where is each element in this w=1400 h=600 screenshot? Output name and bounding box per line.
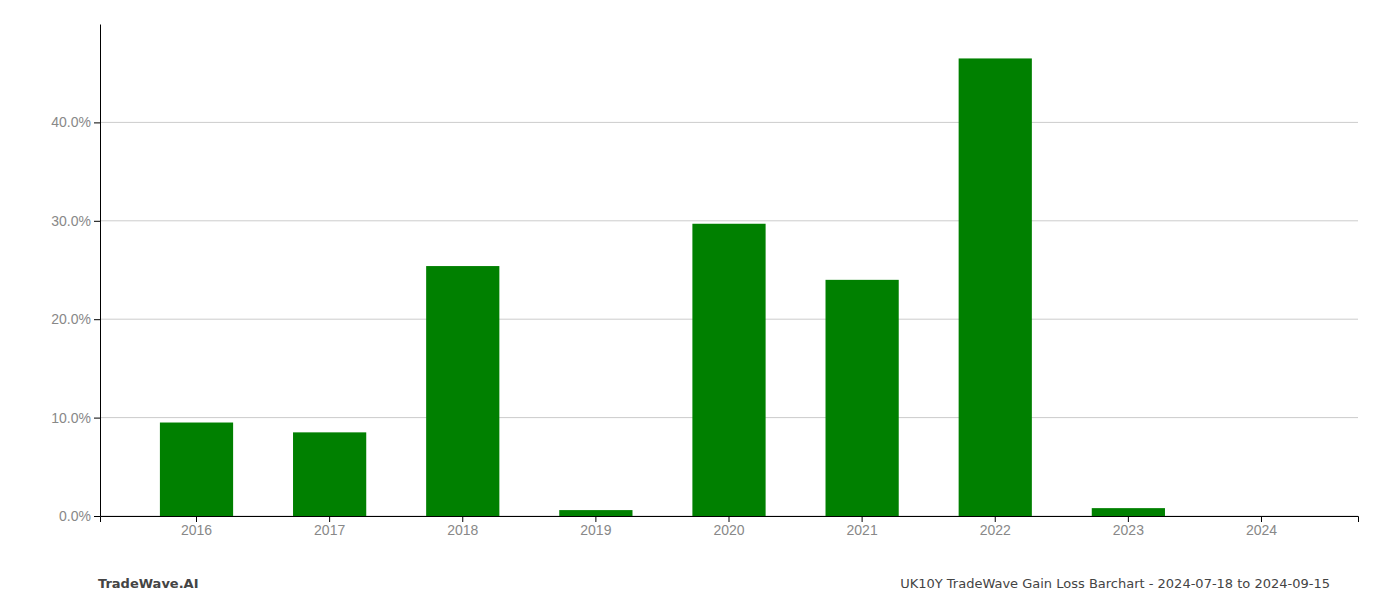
y-tick-label: 30.0% [51,213,91,229]
x-axis: 2016 2017 2018 2019 2020 2021 2022 2023 2024 [101,516,1359,538]
x-tick-label: 2018 [447,522,478,538]
bar [959,58,1032,516]
x-tick: 2023 [1113,516,1144,538]
x-tick: 2020 [713,516,744,538]
y-axis: 0.0% 10.0% 20.0% 30.0% 40.0% [51,25,100,524]
x-tick: 2016 [181,516,212,538]
y-tick-mark [94,122,100,123]
bar [1092,508,1165,516]
x-tick-label: 2019 [580,522,611,538]
bar [293,432,366,516]
chart: 0.0% 10.0% 20.0% 30.0% 40.0% 2016 2017 2018 2019… [0,0,1400,600]
x-tick-label: 2020 [713,522,744,538]
x-tick: 2024 [1246,516,1277,538]
x-tick-label: 2022 [980,522,1011,538]
y-tick-label: 20.0% [51,311,91,327]
y-tick-mark [94,221,100,222]
bar [559,510,632,516]
annotation: UK10Y TradeWave Gain Loss Barchart - 202… [900,576,1330,591]
x-tick-label: 2016 [181,522,212,538]
grid-line [100,122,1358,123]
x-tick: 2019 [580,516,611,538]
y-tick: 30.0% [51,213,100,229]
bar [1225,516,1298,517]
y-tick-label: 10.0% [51,410,91,426]
x-tick: 2021 [847,516,878,538]
bars [160,58,1165,516]
y-tick: 20.0% [51,311,100,327]
plot-area: 0.0% 10.0% 20.0% 30.0% 40.0% 2016 2017 2018 2019… [51,25,1358,538]
bar [426,266,499,516]
y-tick: 40.0% [51,114,100,130]
x-tick-label: 2017 [314,522,345,538]
y-axis-line [100,25,101,517]
x-tick: 2018 [447,516,478,538]
x-tick-label: 2023 [1113,522,1144,538]
x-tick: 2017 [314,516,345,538]
y-tick-mark [94,418,100,419]
y-tick: 10.0% [51,410,100,426]
x-tick-label: 2021 [847,522,878,538]
grid [100,122,1358,516]
y-tick-label: 40.0% [51,114,91,130]
x-tick: 2022 [980,516,1011,538]
grid-line [100,220,1358,221]
x-tick-label: 2024 [1246,522,1277,538]
annotation: TradeWave.AI [98,576,199,591]
y-tick-label: 0.0% [59,508,91,524]
y-tick-mark [94,516,100,517]
bar [160,423,233,516]
bar [692,224,765,516]
y-tick: 0.0% [59,508,100,524]
bar [826,280,899,516]
y-tick-mark [94,319,100,320]
